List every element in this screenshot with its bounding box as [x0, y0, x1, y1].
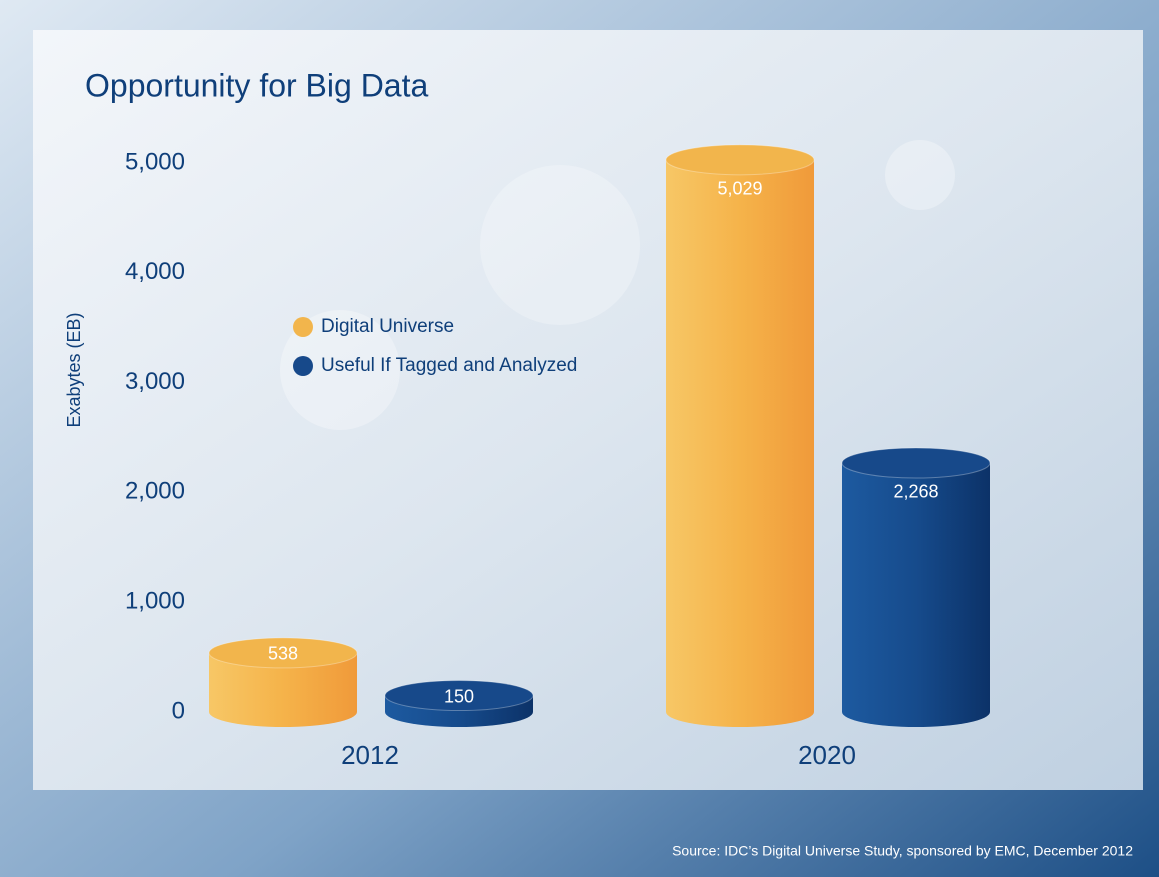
data-label: 150 — [444, 686, 474, 706]
source: Source: IDC’s Digital Universe Study, sp… — [672, 843, 1133, 859]
y-tick-label: 1,000 — [125, 588, 185, 615]
legend-marker — [293, 317, 313, 337]
bar-top — [384, 680, 534, 712]
y-tick-label: 0 — [172, 697, 185, 724]
legend-label: Digital Universe — [321, 316, 454, 337]
data-label: 2,268 — [893, 482, 938, 502]
bar-top — [208, 637, 358, 669]
bokeh — [480, 165, 640, 325]
y-tick-label: 3,000 — [125, 368, 185, 395]
bokeh — [280, 310, 400, 430]
y-tick-label: 5,000 — [125, 148, 185, 175]
bar-top — [665, 144, 815, 176]
x-tick-label: 2020 — [798, 740, 856, 770]
y-tick-label: 2,000 — [125, 478, 185, 505]
bokeh — [885, 140, 955, 210]
bar — [842, 462, 990, 712]
bar-top — [841, 447, 991, 479]
x-tick-label: 2012 — [341, 740, 399, 770]
data-label: 5,029 — [717, 179, 762, 199]
data-label: 538 — [268, 644, 298, 664]
y-axis-label: Exabytes (EB) — [64, 312, 84, 427]
legend-marker — [293, 356, 313, 376]
bar — [666, 159, 814, 712]
legend-label: Useful If Tagged and Analyzed — [321, 355, 577, 376]
chart-title: Opportunity for Big Data — [85, 67, 428, 103]
y-tick-label: 4,000 — [125, 258, 185, 285]
